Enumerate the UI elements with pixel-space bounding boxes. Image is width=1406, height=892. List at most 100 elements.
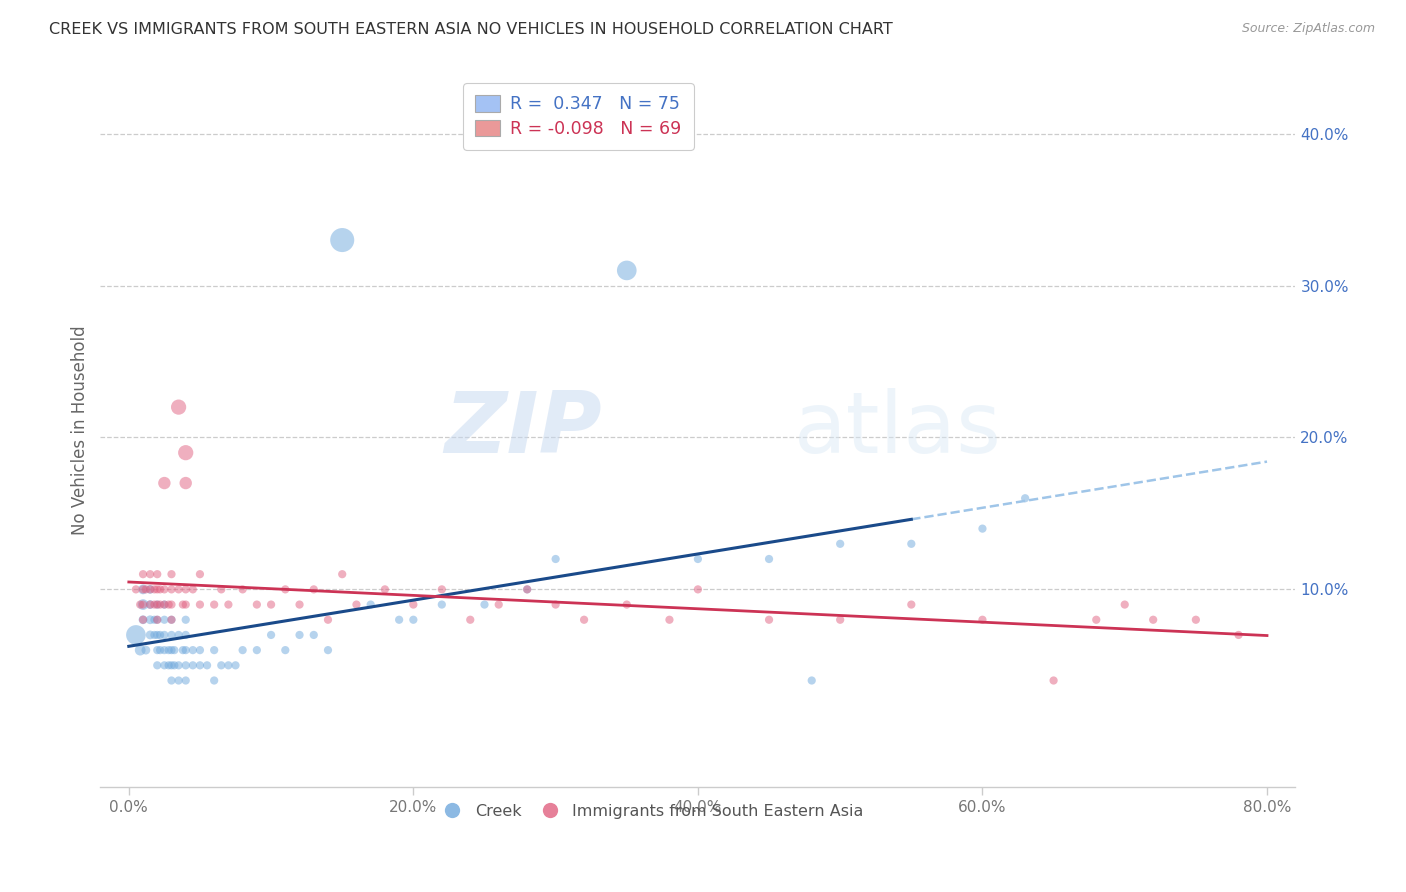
Point — [146, 598, 169, 612]
Point — [388, 613, 411, 627]
Point — [167, 673, 190, 688]
Point — [146, 598, 169, 612]
Point — [167, 628, 190, 642]
Point — [616, 263, 638, 277]
Point — [474, 598, 496, 612]
Point — [149, 643, 172, 657]
Point — [830, 613, 852, 627]
Point — [288, 598, 311, 612]
Point — [1014, 491, 1036, 506]
Point — [132, 567, 155, 582]
Point — [1227, 628, 1250, 642]
Point — [616, 598, 638, 612]
Point — [174, 658, 197, 673]
Point — [139, 582, 162, 597]
Point — [972, 522, 994, 536]
Point — [181, 643, 204, 657]
Point — [217, 658, 239, 673]
Point — [135, 643, 157, 657]
Point — [160, 628, 183, 642]
Point — [143, 598, 166, 612]
Point — [139, 582, 162, 597]
Point — [1114, 598, 1136, 612]
Point — [139, 567, 162, 582]
Text: atlas: atlas — [793, 388, 1001, 471]
Point — [153, 628, 176, 642]
Point — [430, 582, 453, 597]
Point — [174, 582, 197, 597]
Point — [132, 582, 155, 597]
Point — [160, 658, 183, 673]
Point — [174, 643, 197, 657]
Point — [174, 598, 197, 612]
Point — [172, 643, 194, 657]
Point — [160, 567, 183, 582]
Point — [217, 598, 239, 612]
Point — [157, 598, 180, 612]
Point — [246, 643, 269, 657]
Point — [146, 628, 169, 642]
Point — [139, 628, 162, 642]
Point — [163, 643, 186, 657]
Point — [146, 613, 169, 627]
Point — [202, 673, 225, 688]
Point — [374, 582, 396, 597]
Point — [302, 582, 325, 597]
Point — [174, 445, 197, 459]
Point — [516, 582, 538, 597]
Point — [125, 628, 148, 642]
Point — [544, 598, 567, 612]
Point — [139, 598, 162, 612]
Point — [153, 643, 176, 657]
Point — [232, 643, 254, 657]
Point — [274, 582, 297, 597]
Point — [146, 658, 169, 673]
Point — [167, 400, 190, 414]
Point — [160, 643, 183, 657]
Point — [202, 643, 225, 657]
Point — [758, 552, 780, 566]
Point — [544, 552, 567, 566]
Point — [516, 582, 538, 597]
Point — [402, 598, 425, 612]
Point — [160, 582, 183, 597]
Point — [160, 613, 183, 627]
Point — [402, 613, 425, 627]
Point — [149, 582, 172, 597]
Point — [132, 613, 155, 627]
Point — [330, 567, 353, 582]
Point — [167, 658, 190, 673]
Point — [174, 476, 197, 491]
Point — [125, 582, 148, 597]
Point — [316, 613, 339, 627]
Point — [972, 613, 994, 627]
Point — [146, 613, 169, 627]
Point — [143, 582, 166, 597]
Point — [1185, 613, 1208, 627]
Point — [167, 582, 190, 597]
Point — [260, 628, 283, 642]
Point — [1085, 613, 1108, 627]
Text: Source: ZipAtlas.com: Source: ZipAtlas.com — [1241, 22, 1375, 36]
Point — [572, 613, 595, 627]
Text: ZIP: ZIP — [444, 388, 602, 471]
Point — [488, 598, 510, 612]
Point — [132, 598, 155, 612]
Point — [149, 628, 172, 642]
Point — [139, 613, 162, 627]
Point — [129, 598, 152, 612]
Point — [146, 643, 169, 657]
Point — [246, 598, 269, 612]
Point — [188, 567, 211, 582]
Legend: Creek, Immigrants from South Eastern Asia: Creek, Immigrants from South Eastern Asi… — [430, 797, 870, 825]
Point — [132, 598, 155, 612]
Point — [153, 582, 176, 597]
Point — [143, 613, 166, 627]
Point — [430, 598, 453, 612]
Point — [174, 673, 197, 688]
Y-axis label: No Vehicles in Household: No Vehicles in Household — [72, 325, 89, 534]
Point — [900, 598, 922, 612]
Point — [658, 613, 681, 627]
Point — [129, 643, 152, 657]
Point — [900, 537, 922, 551]
